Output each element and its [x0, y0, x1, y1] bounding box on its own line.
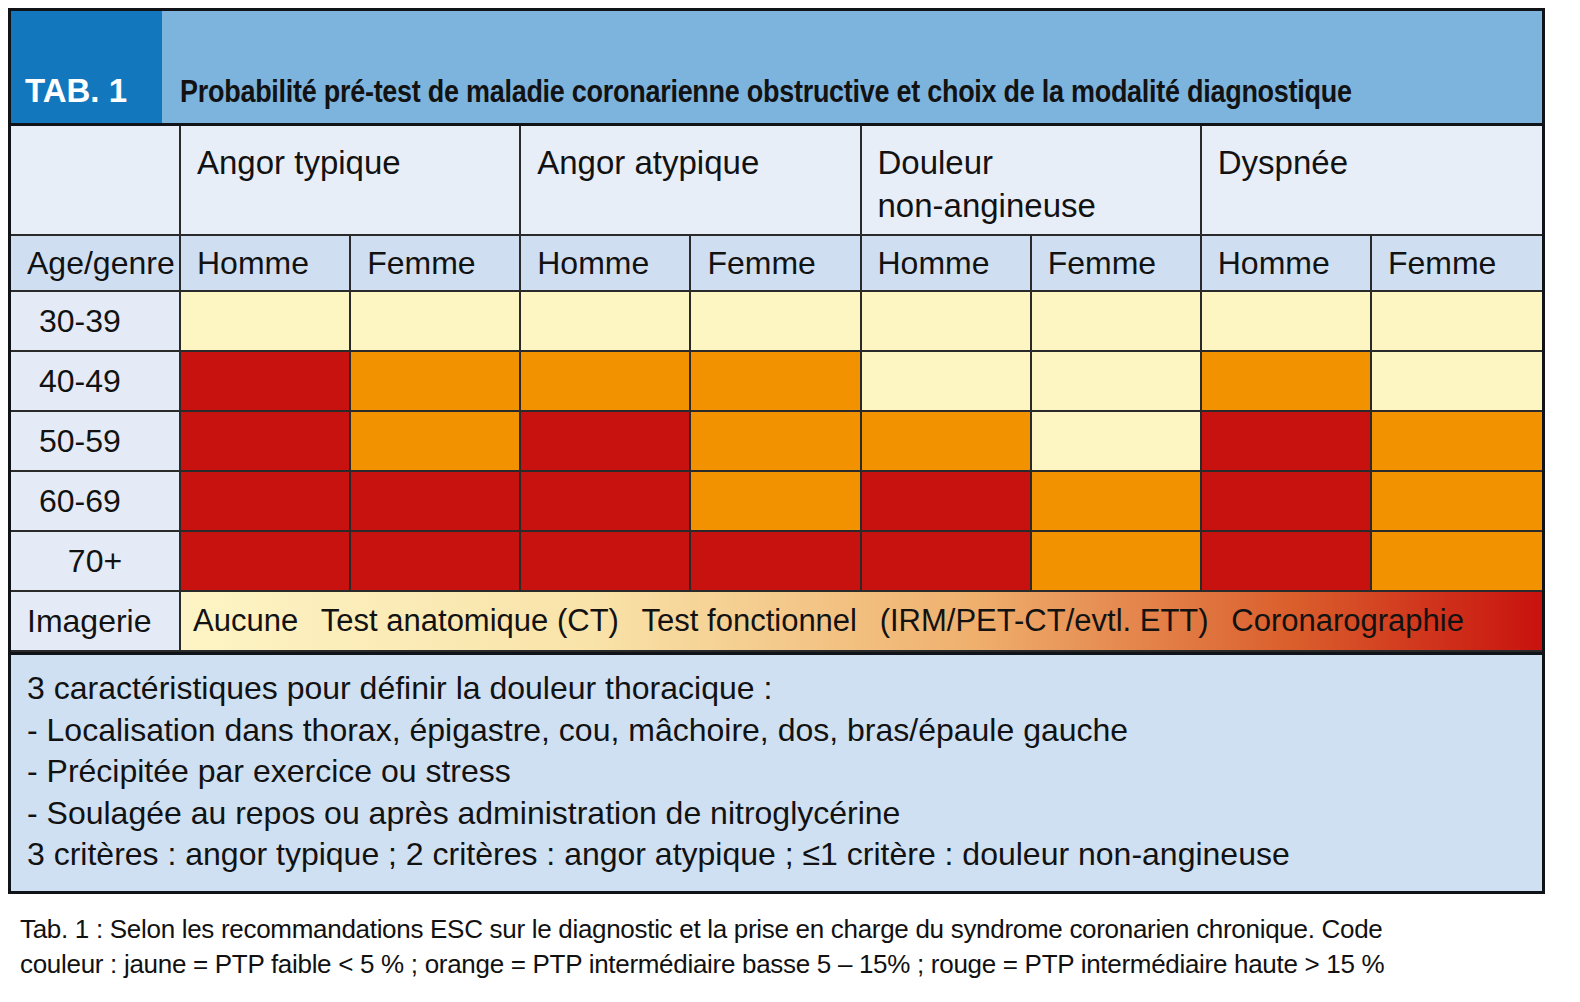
age-row-label: 40-49	[11, 352, 181, 412]
ptp-cell-yellow	[1032, 292, 1202, 352]
ptp-cell-orange	[691, 352, 861, 412]
ptp-cell-yellow	[862, 292, 1032, 352]
ptp-cell-yellow	[1032, 352, 1202, 412]
figure-tab1: TAB. 1 Probabilité pré-test de maladie c…	[0, 0, 1580, 1002]
ptp-cell-yellow	[1032, 412, 1202, 472]
footnote-line-2: - Localisation dans thorax, épigastre, c…	[27, 710, 1526, 752]
ptp-cell-red	[521, 532, 691, 592]
group-header-1: Angor typique	[181, 126, 521, 236]
sub-header-5: Homme	[862, 236, 1032, 292]
ptp-cell-red	[1202, 412, 1372, 472]
ptp-cell-orange	[691, 412, 861, 472]
imagerie-row-label: Imagerie	[11, 592, 181, 652]
ptp-cell-red	[521, 472, 691, 532]
imagerie-option-2: Test anatomique (CT)	[321, 603, 619, 639]
ptp-cell-orange	[1032, 532, 1202, 592]
table-title: Probabilité pré-test de maladie coronari…	[180, 76, 1352, 107]
corner-cell	[11, 126, 181, 236]
ptp-cell-red	[181, 352, 351, 412]
ptp-grid: Angor typiqueAngor atypiqueDouleur non-a…	[11, 123, 1542, 652]
imagerie-option-3: Test fonctionnel	[642, 603, 857, 639]
ptp-cell-red	[181, 532, 351, 592]
group-header-2: Angor atypique	[521, 126, 861, 236]
imagerie-option-1: Aucune	[193, 603, 298, 639]
ptp-cell-red	[351, 532, 521, 592]
tab-number-label: TAB. 1	[25, 74, 127, 107]
ptp-cell-orange	[691, 472, 861, 532]
ptp-cell-orange	[1372, 412, 1542, 472]
sub-header-6: Femme	[1032, 236, 1202, 292]
ptp-cell-red	[181, 412, 351, 472]
ptp-cell-yellow	[351, 292, 521, 352]
footnote-block: 3 caractéristiques pour définir la doule…	[11, 652, 1542, 891]
ptp-cell-red	[862, 472, 1032, 532]
ptp-cell-orange	[1202, 352, 1372, 412]
ptp-cell-yellow	[1372, 352, 1542, 412]
group-header-4: Dyspnée	[1202, 126, 1542, 236]
age-row-label: 70+	[11, 532, 181, 592]
age-row-label: 60-69	[11, 472, 181, 532]
sub-header-0: Age/genre	[11, 236, 181, 292]
ptp-cell-red	[1202, 472, 1372, 532]
ptp-cell-yellow	[691, 292, 861, 352]
figure-caption: Tab. 1 : Selon les recommandations ESC s…	[20, 912, 1580, 982]
ptp-cell-red	[351, 472, 521, 532]
banner-title-box: Probabilité pré-test de maladie coronari…	[162, 11, 1542, 123]
sub-header-8: Femme	[1372, 236, 1542, 292]
imagerie-options: Aucune Test anatomique (CT) Test fonctionn…	[181, 592, 1542, 652]
ptp-cell-red	[691, 532, 861, 592]
caption-line-2: couleur : jaune = PTP faible < 5 % ; ora…	[20, 947, 1580, 982]
ptp-cell-yellow	[181, 292, 351, 352]
footnote-line-4: - Soulagée au repos ou après administrat…	[27, 793, 1526, 835]
group-header-3: Douleur non-angineuse	[862, 126, 1202, 236]
ptp-cell-red	[181, 472, 351, 532]
sub-header-3: Homme	[521, 236, 691, 292]
sub-header-2: Femme	[351, 236, 521, 292]
footnote-line-5: 3 critères : angor typique ; 2 critères …	[27, 834, 1526, 876]
ptp-cell-yellow	[1372, 292, 1542, 352]
tab-number-box: TAB. 1	[11, 11, 162, 123]
ptp-cell-orange	[521, 352, 691, 412]
ptp-cell-orange	[1372, 532, 1542, 592]
ptp-cell-orange	[1372, 472, 1542, 532]
sub-header-4: Femme	[691, 236, 861, 292]
ptp-cell-yellow	[521, 292, 691, 352]
ptp-cell-orange	[351, 352, 521, 412]
ptp-cell-orange	[1032, 472, 1202, 532]
age-row-label: 30-39	[11, 292, 181, 352]
imagerie-option-4: (IRM/PET-CT/evtl. ETT)	[880, 603, 1209, 639]
age-row-label: 50-59	[11, 412, 181, 472]
ptp-cell-orange	[862, 412, 1032, 472]
imagerie-option-5: Coronarographie	[1231, 603, 1464, 639]
sub-header-7: Homme	[1202, 236, 1372, 292]
banner: TAB. 1 Probabilité pré-test de maladie c…	[11, 11, 1542, 123]
ptp-cell-orange	[351, 412, 521, 472]
ptp-cell-yellow	[1202, 292, 1372, 352]
ptp-cell-red	[1202, 532, 1372, 592]
caption-line-1: Tab. 1 : Selon les recommandations ESC s…	[20, 912, 1580, 947]
footnote-line-3: - Précipitée par exercice ou stress	[27, 751, 1526, 793]
sub-header-1: Homme	[181, 236, 351, 292]
footnote-line-1: 3 caractéristiques pour définir la doule…	[27, 668, 1526, 710]
ptp-cell-red	[862, 532, 1032, 592]
table-panel: TAB. 1 Probabilité pré-test de maladie c…	[8, 8, 1545, 894]
ptp-cell-yellow	[862, 352, 1032, 412]
ptp-cell-red	[521, 412, 691, 472]
